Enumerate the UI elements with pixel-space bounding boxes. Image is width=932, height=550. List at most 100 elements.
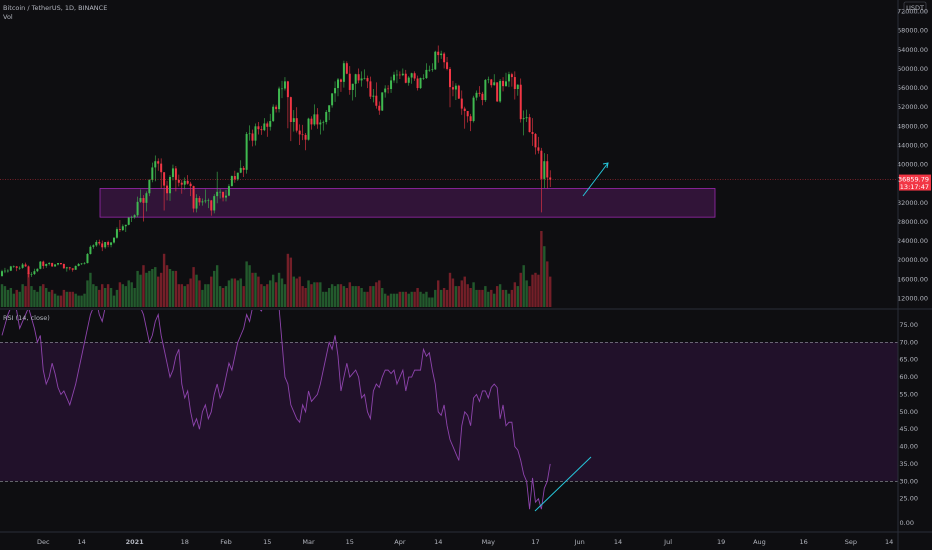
volume-bar [460, 280, 463, 307]
candle-body [71, 268, 74, 270]
rsi-pane [0, 310, 898, 510]
candle-body [393, 74, 395, 81]
candle-body [30, 274, 33, 275]
candle-body [151, 167, 154, 180]
time-tick-label: Dec [37, 538, 50, 546]
volume-bar [501, 289, 505, 307]
volume-bar [522, 265, 525, 307]
countdown-label: 13:17:47 [900, 183, 929, 191]
volume-bar [451, 278, 455, 307]
volume-bar [213, 270, 216, 307]
candle-body [24, 264, 27, 267]
volume-bar [531, 274, 534, 307]
candle-body [74, 265, 77, 270]
volume-bar [171, 270, 175, 307]
candle-body [534, 133, 537, 148]
support-zone [99, 188, 716, 218]
volume-bar [18, 291, 21, 307]
volume-bar [115, 289, 119, 307]
volume-bar [327, 288, 331, 307]
candle-body [236, 172, 239, 180]
candle-body [269, 121, 272, 127]
volume-bar [378, 280, 381, 307]
candle-body [345, 63, 348, 74]
volume-bar [242, 286, 245, 307]
candle-body [169, 176, 171, 194]
candle-body [413, 73, 416, 79]
volume-bar [498, 284, 502, 307]
volume-bar [260, 284, 263, 307]
volume-bar [413, 291, 416, 307]
time-tick-label: 2021 [126, 538, 145, 546]
candle-body [254, 126, 257, 141]
time-tick-label: Jul [663, 538, 672, 546]
candle-body [513, 77, 516, 90]
candle-body [230, 176, 233, 187]
time-tick-label: 14 [77, 538, 85, 546]
rsi-tick-label: 35.00 [899, 460, 918, 468]
candle-body [449, 68, 451, 88]
candle-body [45, 264, 48, 266]
volume-bar [159, 272, 163, 307]
volume-bar [59, 295, 63, 307]
rsi-floor-label: 0.00 [900, 519, 914, 527]
volume-bar [168, 269, 172, 307]
volume-bar [106, 284, 110, 307]
candle-body [133, 215, 136, 218]
candle-body [348, 73, 351, 90]
volume-bar [339, 284, 343, 307]
volume-bar [407, 293, 410, 307]
volume-bar [540, 231, 543, 307]
candle-body [145, 193, 148, 203]
candle-body [86, 253, 89, 264]
volume-bar [410, 291, 413, 307]
volume-bar [0, 284, 4, 307]
candle-body [233, 176, 236, 180]
candle-body [77, 264, 80, 266]
candle-body [378, 105, 381, 111]
price-tick-label: 56000.00 [897, 84, 928, 92]
volume-bar [103, 288, 107, 307]
candle-body [428, 69, 431, 71]
candle-body [9, 266, 12, 271]
candle-body [531, 132, 534, 134]
candle-body [522, 118, 525, 120]
currency-label[interactable]: USDT [906, 4, 924, 12]
candle-body [83, 263, 86, 264]
volume-bar [109, 288, 113, 307]
volume-bar [448, 272, 452, 307]
candle-body [510, 74, 513, 78]
volume-bar [513, 282, 517, 307]
rsi-tick-label: 30.00 [899, 477, 918, 485]
volume-bar [121, 284, 125, 307]
candle-body [59, 263, 62, 265]
volume-bar [83, 293, 86, 307]
volume-bar [354, 286, 357, 307]
candle-body [266, 123, 269, 127]
candle-body [213, 196, 216, 211]
volume-bar [360, 288, 363, 307]
rsi-title: RSI (14, close) [3, 314, 50, 322]
candle-body [463, 108, 466, 112]
candle-body [387, 88, 390, 90]
candle-body [239, 167, 242, 173]
volume-bar [463, 276, 466, 307]
candle-body [92, 245, 95, 247]
candle-body [487, 79, 490, 81]
volume-bar [101, 284, 104, 307]
candle-body [419, 78, 422, 89]
candle-body [183, 180, 186, 185]
volume-bar [215, 265, 219, 307]
price-pane [0, 45, 898, 307]
volume-bar [313, 282, 316, 307]
time-tick-label: May [482, 538, 496, 546]
price-tick-label: 52000.00 [897, 103, 928, 111]
time-tick-label: 16 [800, 538, 808, 546]
volume-bar [316, 282, 319, 307]
volume-bar [534, 272, 537, 307]
volume-bar [519, 272, 522, 307]
candle-body [519, 84, 522, 120]
currency-box[interactable] [903, 1, 927, 14]
volume-bar [475, 289, 478, 307]
candle-body [525, 117, 528, 119]
